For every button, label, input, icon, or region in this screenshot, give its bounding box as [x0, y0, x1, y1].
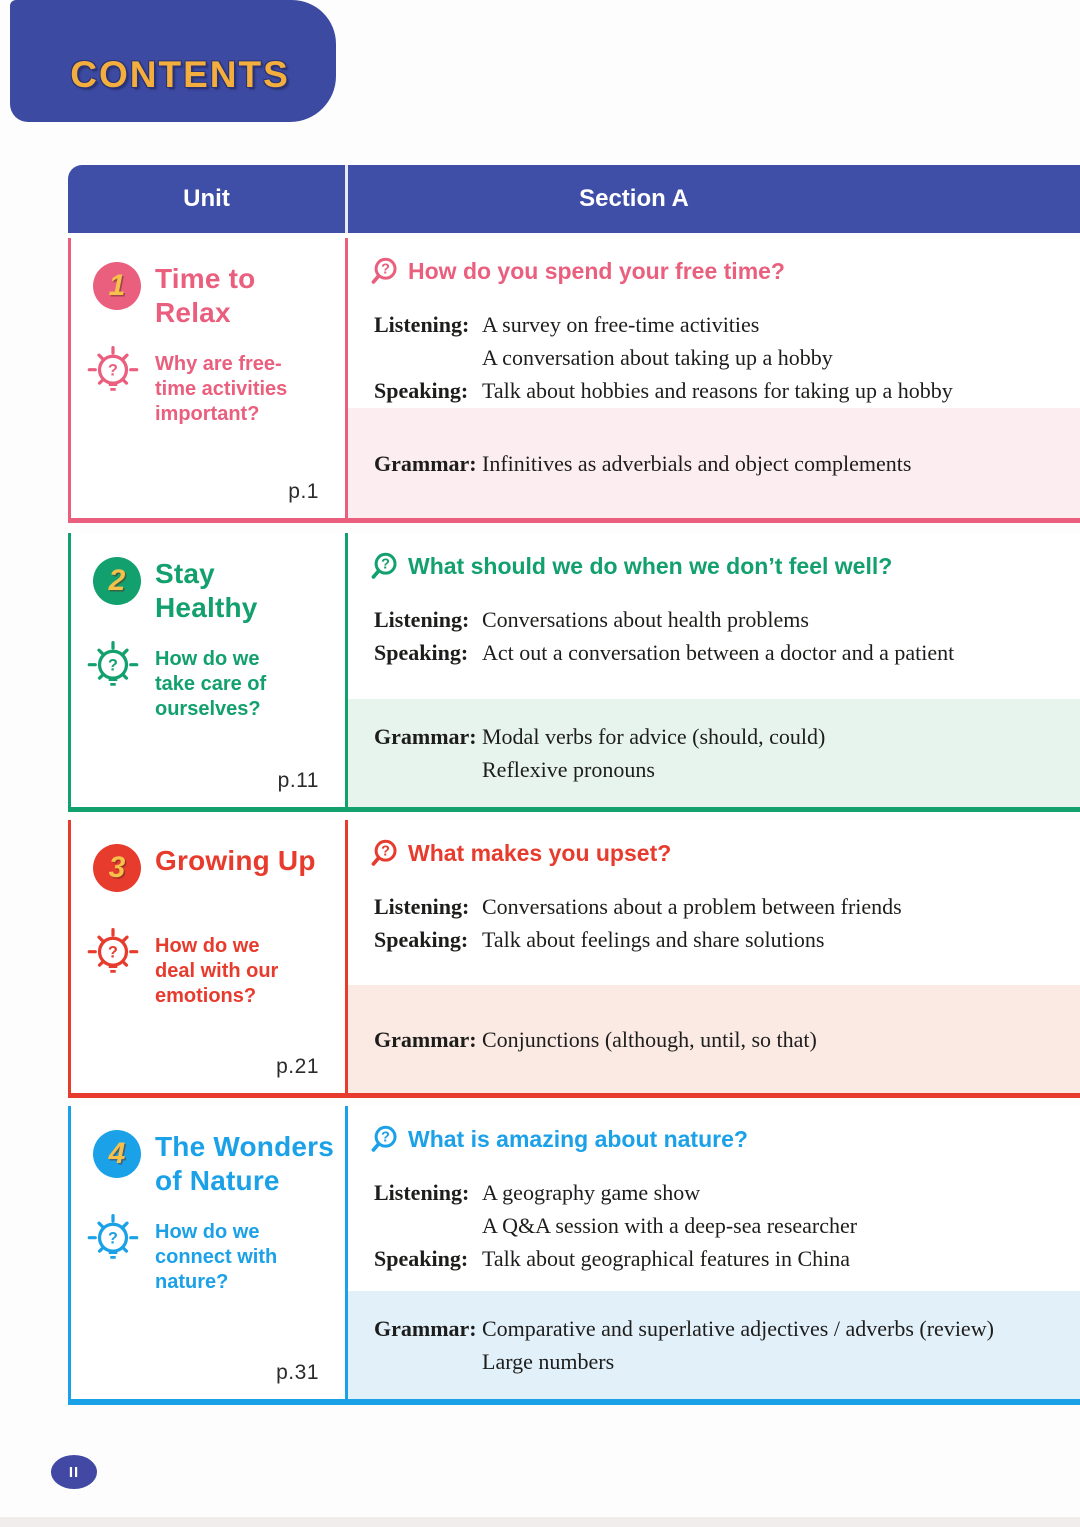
grammar-line: Reflexive pronouns: [482, 757, 655, 782]
unit-number: 3: [108, 851, 126, 884]
svg-text:?: ?: [108, 657, 118, 675]
section-question: ? What makes you upset?: [370, 838, 671, 868]
lightbulb-icon: ?: [87, 641, 139, 686]
section-question: ? What is amazing about nature?: [370, 1124, 748, 1154]
section-question-text: How do you spend your free time?: [408, 257, 785, 284]
listening-speaking-block: Listening: A survey on free-time activiti…: [374, 308, 1070, 407]
svg-text:?: ?: [381, 844, 390, 860]
section-question: ? How do you spend your free time?: [370, 256, 785, 286]
unit-title: Growing Up: [155, 845, 316, 876]
content-line: Listening: Conversations about a problem …: [374, 894, 902, 919]
lightbulb-icon: ?: [87, 928, 139, 973]
unit-cell: 1 Time to Relax ? Why are free-time activ…: [71, 238, 345, 518]
magnifier-question-icon: ?: [371, 1125, 397, 1152]
unit-cell: 3 Growing Up ? How do we deal with our emo…: [71, 820, 345, 1093]
magnifier-question-icon: ?: [371, 257, 397, 284]
unit-row-4: 4 The Wonders of Nature ? How do we connec…: [68, 1106, 1080, 1405]
column-divider: [345, 820, 348, 1093]
page-number-badge: II: [51, 1455, 97, 1489]
section-question-text: What is amazing about nature?: [408, 1125, 748, 1152]
magnifier-question-icon: ?: [371, 839, 397, 866]
unit-title: Time to Relax: [155, 263, 256, 328]
unit-essential-question: How do we take care of ourselves?: [155, 648, 267, 720]
content-line: Listening: A survey on free-time activiti…: [374, 312, 760, 337]
table-header: Unit Section A: [68, 165, 1080, 233]
unit-number-badge: 4: [93, 1130, 141, 1178]
content-line: A conversation about taking up a hobby: [482, 345, 833, 370]
header-divider: [345, 165, 348, 233]
unit-page-number: p.31: [276, 1361, 319, 1384]
section-question: ? What should we do when we don’t feel w…: [370, 551, 892, 581]
page-title: CONTENTS: [70, 54, 290, 95]
section-a-cell: ? What is amazing about nature? Listenin…: [348, 1106, 1080, 1399]
unit-row-3: 3 Growing Up ? How do we deal with our emo…: [68, 820, 1080, 1098]
lightbulb-icon: ?: [87, 346, 139, 391]
section-a-cell: ? What makes you upset? Listening: Conver…: [348, 820, 1080, 1093]
page-bottom-edge: [0, 1517, 1080, 1527]
column-divider: [345, 1106, 348, 1399]
grammar-band: Grammar: Comparative and superlative adje…: [348, 1291, 1080, 1399]
unit-number-badge: 1: [93, 262, 141, 310]
unit-number: 1: [108, 269, 126, 302]
unit-number: 2: [108, 564, 126, 597]
section-a-cell: ? How do you spend your free time? Liste…: [348, 238, 1080, 518]
svg-text:?: ?: [108, 1230, 118, 1248]
content-line: Listening: Conversations about health pro…: [374, 607, 809, 632]
content-line: Listening: A geography game show: [374, 1180, 701, 1205]
magnifier-question-icon: ?: [371, 552, 397, 579]
grammar-band: Grammar: Conjunctions (although, until, s…: [348, 985, 1080, 1093]
unit-essential-question: How do we connect with nature?: [155, 1221, 278, 1293]
grammar-band: Grammar: Infinitives as adverbials and ob…: [348, 408, 1080, 518]
unit-title: Stay Healthy: [155, 558, 258, 623]
svg-text:?: ?: [108, 944, 118, 962]
content-line: Speaking: Act out a conversation between …: [374, 640, 955, 665]
grammar-line: Grammar: Infinitives as adverbials and ob…: [374, 450, 912, 476]
svg-text:?: ?: [381, 557, 390, 573]
unit-essential-question: How do we deal with our emotions?: [155, 935, 279, 1007]
unit-page-number: p.11: [277, 769, 319, 792]
column-divider: [345, 238, 348, 518]
unit-row-1: 1 Time to Relax ? Why are free-time activ…: [68, 238, 1080, 523]
unit-number-badge: 3: [93, 844, 141, 892]
contents-banner: CONTENTS: [10, 0, 336, 122]
listening-speaking-block: Listening: A geography game show A Q&A se…: [374, 1176, 1070, 1275]
unit-row-2: 2 Stay Healthy ? How do we take care of our…: [68, 533, 1080, 812]
section-a-column-header: Section A: [579, 185, 689, 212]
content-line: Speaking: Talk about geographical feature…: [374, 1246, 851, 1271]
unit-number-badge: 2: [93, 557, 141, 605]
unit-cell: 4 The Wonders of Nature ? How do we connec…: [71, 1106, 345, 1399]
section-question-text: What should we do when we don’t feel wel…: [408, 552, 893, 579]
unit-number: 4: [108, 1137, 126, 1170]
column-divider: [345, 533, 348, 807]
section-question-text: What makes you upset?: [408, 839, 672, 866]
listening-speaking-block: Listening: Conversations about a problem …: [374, 890, 1070, 956]
grammar-band: Grammar: Modal verbs for advice (should, …: [348, 699, 1080, 807]
grammar-line: Grammar: Comparative and superlative adje…: [374, 1316, 994, 1341]
grammar-line: Large numbers: [482, 1349, 615, 1374]
svg-text:?: ?: [381, 1130, 390, 1146]
listening-speaking-block: Listening: Conversations about health pro…: [374, 603, 1070, 669]
unit-column-header: Unit: [183, 185, 230, 212]
grammar-line: Grammar: Modal verbs for advice (should, …: [374, 724, 826, 749]
unit-page-number: p.21: [276, 1055, 319, 1078]
svg-text:?: ?: [381, 262, 390, 278]
unit-page-number: p.1: [288, 480, 319, 503]
content-line: Speaking: Talk about feelings and share s…: [374, 927, 825, 952]
section-a-cell: ? What should we do when we don’t feel w…: [348, 533, 1080, 807]
unit-title: The Wonders of Nature: [155, 1131, 335, 1196]
content-line: A Q&A session with a deep-sea researcher: [482, 1213, 858, 1238]
content-line: Speaking: Talk about hobbies and reasons …: [374, 378, 953, 403]
grammar-line: Grammar: Conjunctions (although, until, s…: [374, 1026, 817, 1052]
lightbulb-icon: ?: [87, 1214, 139, 1259]
unit-cell: 2 Stay Healthy ? How do we take care of our…: [71, 533, 345, 807]
svg-text:?: ?: [108, 362, 118, 380]
unit-essential-question: Why are free-time activities important?: [155, 353, 288, 425]
